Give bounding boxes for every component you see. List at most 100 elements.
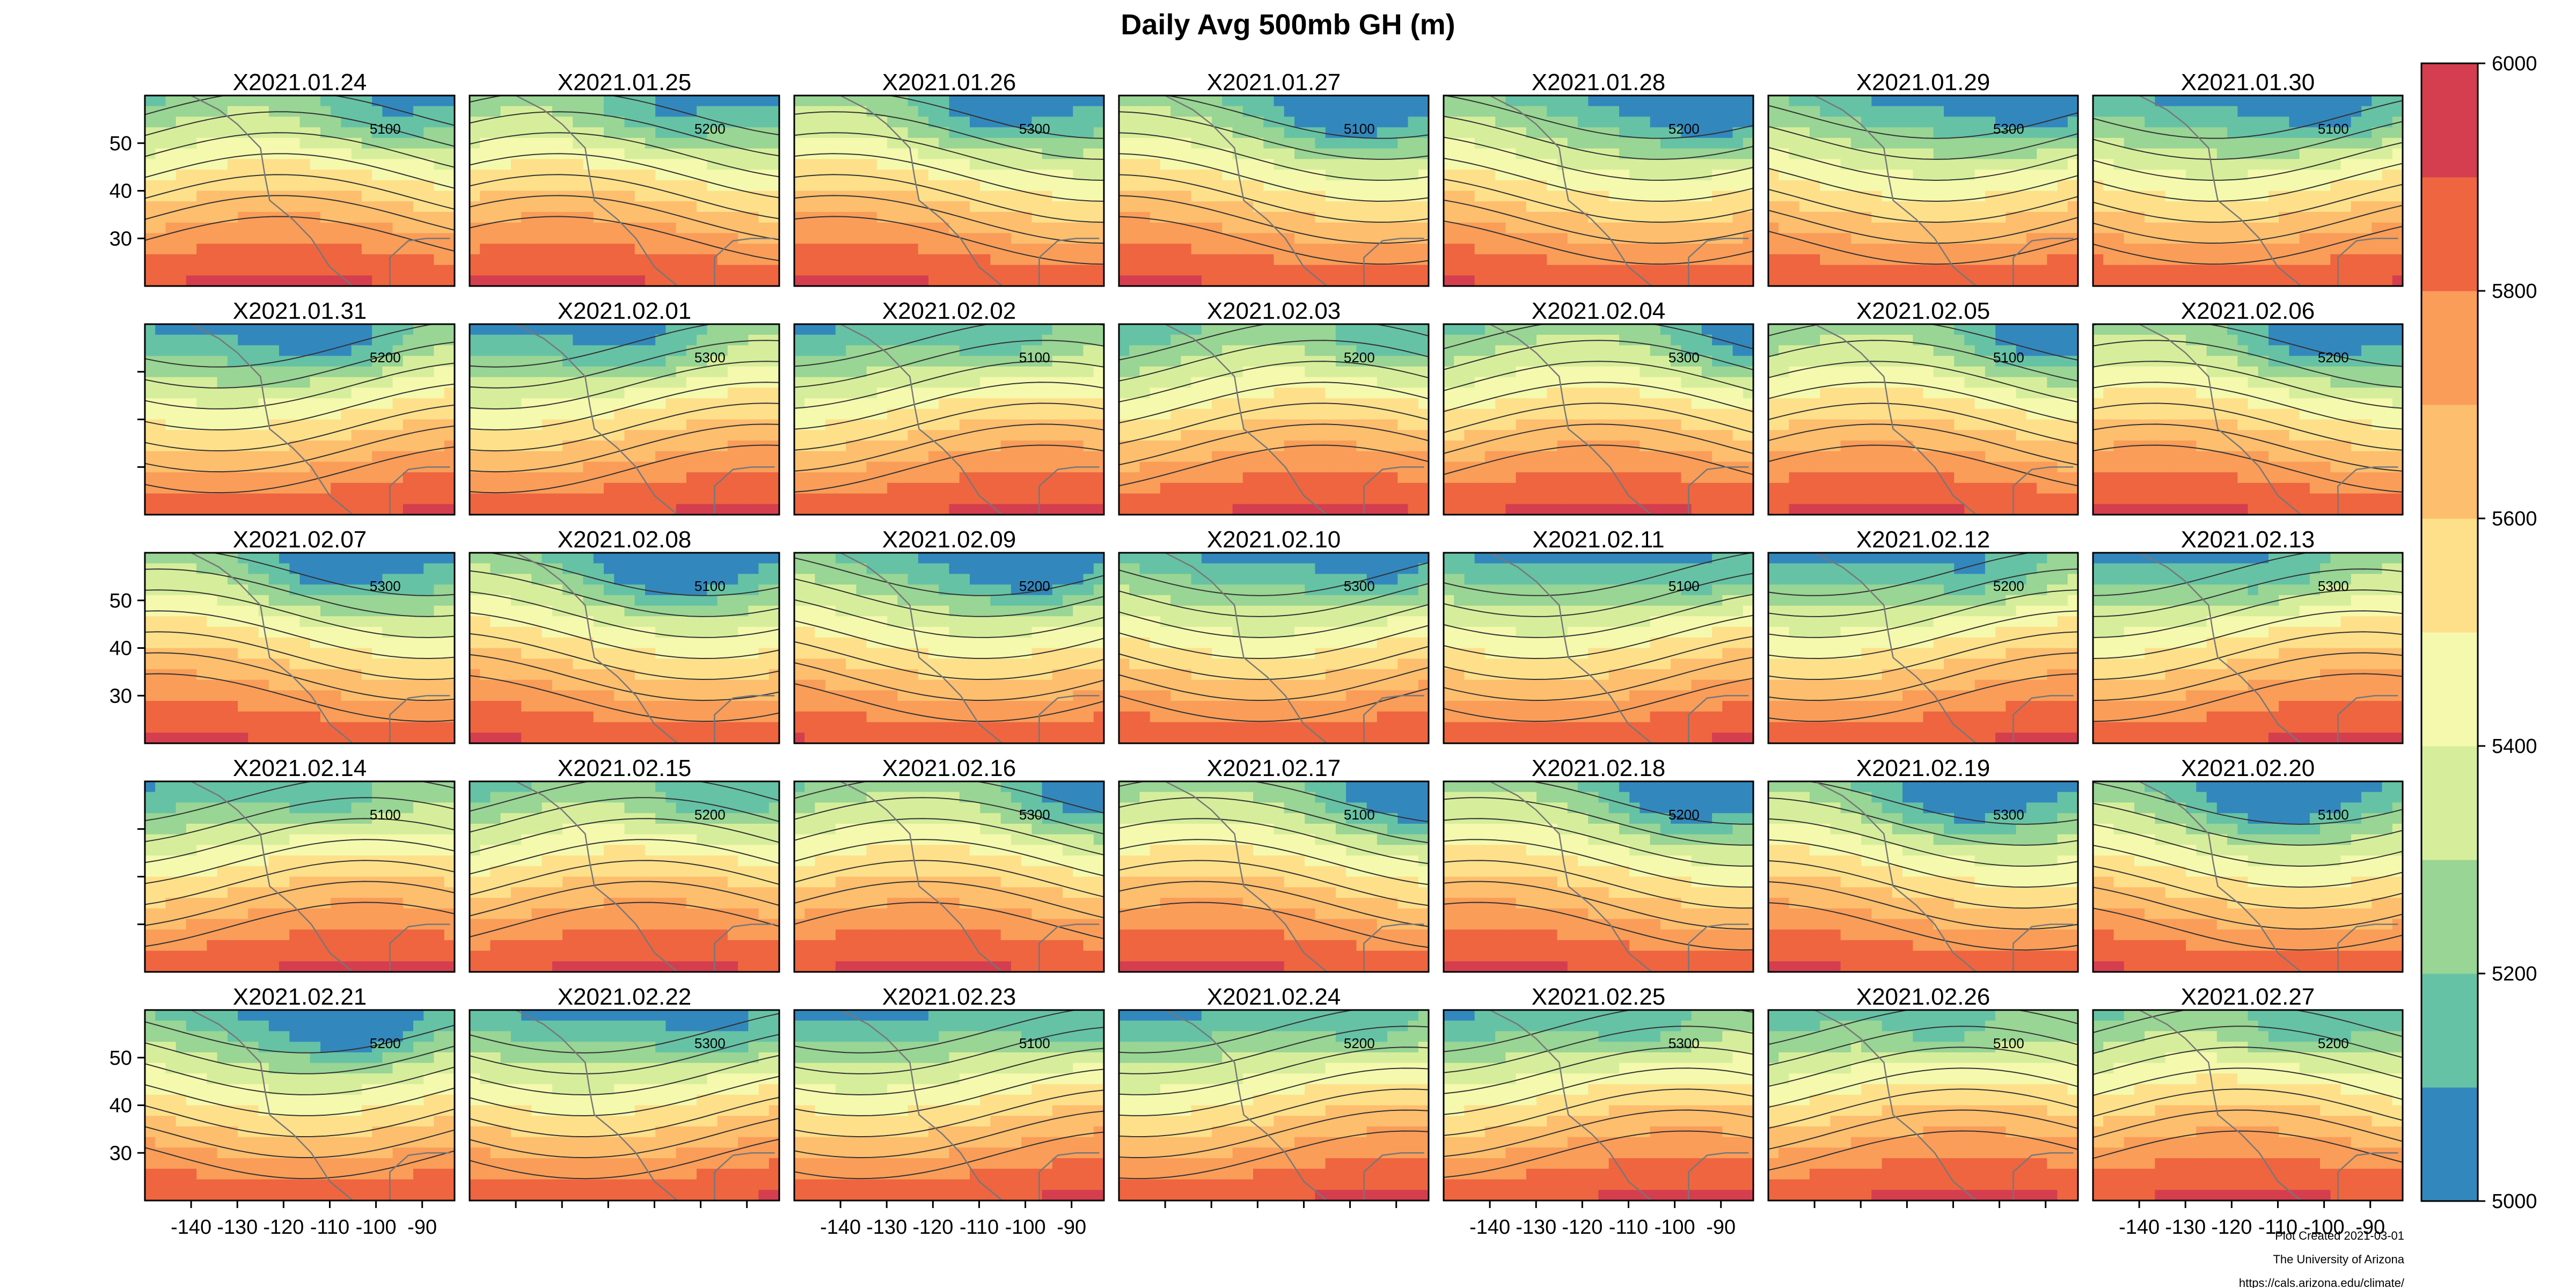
field-cell (238, 180, 249, 192)
field-cell (331, 244, 342, 255)
field-cell (2047, 159, 2058, 170)
field-cell (1181, 275, 1192, 286)
field-cell (413, 440, 425, 452)
field-cell (2016, 137, 2027, 149)
field-cell (258, 472, 269, 484)
field-cell (1063, 159, 1074, 170)
field-cell (165, 180, 177, 192)
field-cell (2067, 116, 2078, 128)
field-cell (866, 201, 877, 213)
field-cell (1820, 275, 1831, 286)
field-cell (1861, 170, 1872, 181)
field-cell (2227, 201, 2238, 213)
field-cell (2016, 170, 2027, 181)
field-cell (2145, 233, 2156, 244)
field-cell (1325, 170, 1336, 181)
field-cell (1170, 191, 1182, 202)
field-cell (707, 451, 718, 463)
field-cell (2382, 201, 2393, 213)
field-cell (2016, 116, 2027, 128)
field-cell (320, 222, 331, 234)
field-cell (1768, 233, 1779, 244)
field-cell (1701, 191, 1713, 202)
field-cell (1052, 275, 1063, 286)
field-cell (361, 504, 372, 515)
field-cell (1681, 148, 1692, 160)
field-cell (196, 462, 208, 473)
field-cell (583, 201, 594, 213)
field-cell (707, 430, 718, 441)
field-cell (1743, 211, 1753, 223)
field-cell (2299, 148, 2310, 160)
field-cell (2227, 159, 2238, 170)
field-cell (1191, 265, 1202, 276)
field-cell (1397, 201, 1409, 213)
field-cell (444, 106, 455, 118)
field-cell (531, 398, 543, 409)
field-cell (2026, 222, 2037, 234)
field-cell (1671, 148, 1682, 160)
field-cell (769, 430, 779, 441)
field-cell (1954, 148, 1965, 160)
field-cell (361, 324, 372, 335)
field-cell (361, 482, 372, 494)
field-cell (423, 440, 435, 452)
field-cell (1619, 233, 1630, 244)
field-cell (531, 334, 543, 346)
field-cell (583, 356, 594, 367)
field-cell (382, 324, 393, 335)
field-cell (1129, 233, 1140, 244)
field-cell (738, 345, 749, 356)
field-cell (279, 254, 290, 266)
field-cell (1000, 116, 1012, 128)
field-cell (727, 472, 738, 484)
field-cell (2145, 106, 2156, 118)
field-cell (1170, 211, 1182, 223)
field-cell (727, 222, 738, 234)
field-cell (665, 440, 677, 452)
field-cell (238, 222, 249, 234)
field-cell (727, 356, 738, 367)
field-cell (1578, 244, 1589, 255)
field-cell (2299, 191, 2310, 202)
field-cell (1660, 244, 1671, 255)
field-cell (175, 493, 187, 505)
field-cell (1768, 170, 1779, 181)
field-cell (2165, 275, 2176, 286)
field-cell (1619, 127, 1630, 138)
field-cell (1335, 244, 1346, 255)
field-cell (1567, 170, 1578, 181)
field-cell (1201, 211, 1212, 223)
field-cell (279, 265, 290, 276)
field-cell (949, 191, 960, 202)
field-cell (541, 159, 553, 170)
field-cell (1820, 116, 1831, 128)
field-cell (1181, 170, 1192, 181)
field-cell (268, 451, 280, 463)
field-cell (2216, 222, 2228, 234)
field-cell (145, 244, 156, 255)
field-cell (1799, 265, 1810, 276)
field-cell (2216, 148, 2228, 160)
field-cell (645, 472, 656, 484)
field-cell (1294, 222, 1305, 234)
field-cell (1170, 159, 1182, 170)
field-cell (624, 191, 635, 202)
field-cell (341, 451, 352, 463)
field-cell (310, 106, 321, 118)
field-cell (846, 222, 857, 234)
field-cell (562, 222, 574, 234)
field-cell (2361, 254, 2373, 266)
field-cell (1902, 222, 1913, 234)
contour-line (470, 324, 714, 368)
gh-field: 5200 (470, 96, 779, 286)
field-cell (2006, 265, 2017, 276)
field-cell (2279, 116, 2290, 128)
field-cell (634, 493, 646, 505)
field-cell (2093, 191, 2104, 202)
field-cell (1093, 127, 1104, 138)
field-cell (480, 170, 491, 181)
contour-line (1119, 153, 1429, 202)
field-cell (604, 159, 614, 170)
